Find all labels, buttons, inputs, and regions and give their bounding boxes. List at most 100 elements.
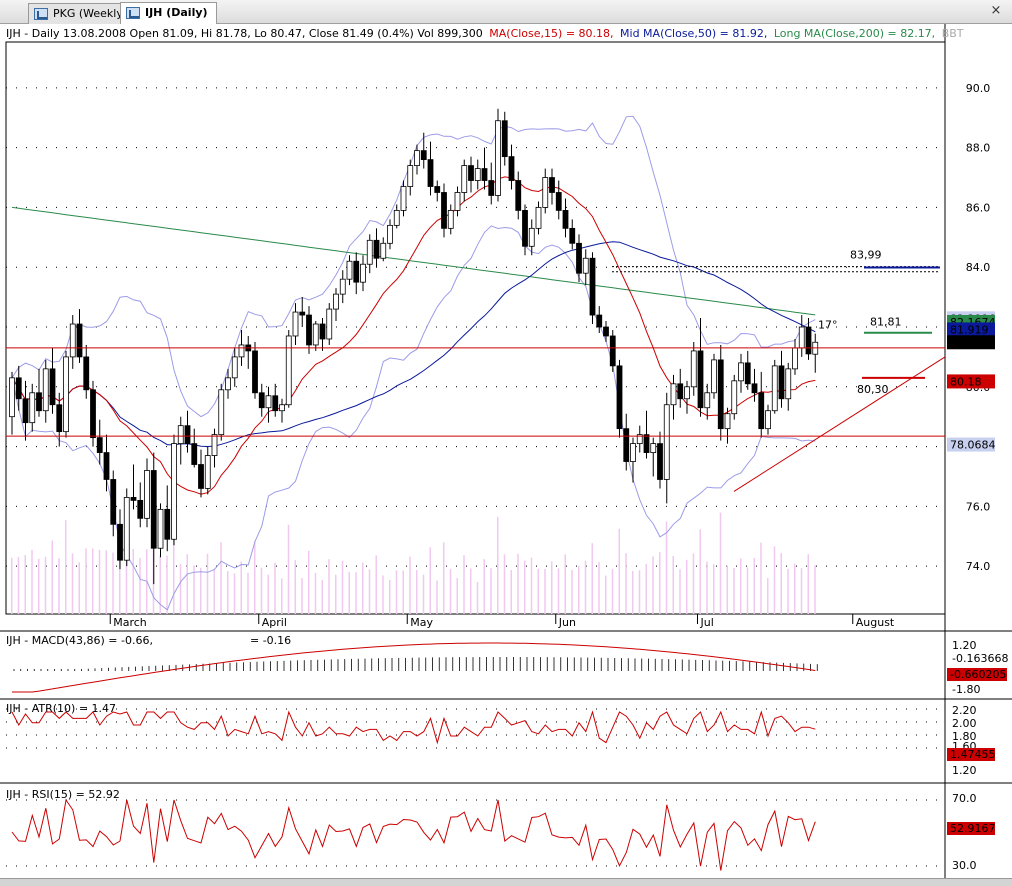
volume-bar: [436, 580, 438, 614]
volume-bar: [341, 560, 344, 614]
candle-body: [83, 356, 90, 391]
volume-bar: [314, 573, 317, 614]
candle-body: [717, 359, 724, 430]
month-label: Jul: [700, 616, 714, 629]
tab-pkg-weekly[interactable]: PKG (Weekly): [28, 3, 137, 24]
candle-body: [420, 150, 427, 160]
annotation-label: 83,99: [850, 248, 882, 261]
candle-body: [177, 425, 184, 444]
chart-icon: [34, 8, 48, 20]
volume-bar: [11, 557, 13, 614]
volume-bar: [652, 556, 654, 614]
volume-bar: [58, 558, 60, 614]
candle-body: [15, 377, 22, 400]
volume-bar: [321, 579, 323, 614]
volume-bar: [85, 548, 87, 614]
volume-bar: [740, 558, 742, 614]
volume-bar: [206, 553, 209, 614]
bottom-scrollbar[interactable]: [0, 878, 1012, 886]
price-tick-label: 74.0: [966, 560, 991, 573]
tab-bar: PKG (Weekly) IJH (Daily) ×: [0, 0, 1012, 25]
volume-bar: [44, 556, 47, 614]
candle-body: [778, 365, 785, 400]
candle-body: [724, 413, 731, 430]
volume-bar: [706, 561, 708, 614]
candle-body: [684, 386, 690, 400]
volume-bar: [24, 555, 26, 614]
candle-body: [164, 508, 171, 540]
annotations: 83,99 81,81 17° 80,30: [6, 248, 946, 492]
volume-bar: [726, 565, 728, 614]
candle-body: [427, 159, 434, 187]
candle-body: [393, 210, 400, 226]
candle-body: [643, 434, 650, 453]
candle-body: [562, 210, 569, 229]
volume-bar: [564, 554, 566, 614]
volume-bar: [38, 558, 40, 614]
price-tick-label: 90.0: [966, 82, 991, 95]
atr-tick: 2.20: [952, 704, 977, 717]
volume-bar: [618, 528, 620, 614]
candle-body: [96, 437, 103, 453]
candle-body: [319, 323, 326, 340]
candle-body: [771, 365, 778, 412]
volume-bar: [220, 542, 222, 614]
tab-ijh-daily[interactable]: IJH (Daily): [120, 2, 217, 25]
header-ma-mid: Mid MA(Close,50) = 81.92,: [620, 27, 767, 40]
volume-bar: [409, 556, 411, 614]
volume-bar: [267, 574, 269, 614]
tab-label: PKG (Weekly): [53, 7, 128, 20]
volume-bar: [814, 565, 816, 614]
month-label: May: [410, 616, 433, 629]
header-ma-short: MA(Close,15) = 80.18,: [489, 27, 613, 40]
volume-bar: [530, 557, 533, 614]
candle-body: [738, 362, 744, 382]
volume-bar: [362, 562, 364, 614]
volume-bar: [483, 559, 485, 614]
volume-bar: [753, 557, 755, 614]
header-ma-long: Long MA(Close,200) = 82.17,: [774, 27, 935, 40]
candle-body: [535, 207, 542, 229]
candle-body: [751, 383, 758, 394]
close-icon[interactable]: ×: [990, 3, 1002, 18]
macd-tag-label: -0.163668: [952, 652, 1008, 665]
candle-body: [670, 383, 677, 406]
atr-tag: [947, 748, 995, 761]
volume-bar: [287, 524, 290, 614]
candle-body: [285, 335, 292, 406]
price-tag: [947, 437, 995, 452]
candle-body: [258, 392, 265, 409]
candle-body: [636, 434, 643, 445]
volume-bar: [112, 552, 114, 614]
candle-body: [69, 323, 76, 358]
volume-bar: [179, 563, 182, 614]
candle-body: [137, 499, 144, 519]
candle-body: [441, 192, 447, 229]
price-tick-label: 86.0: [966, 201, 991, 214]
candle-body: [549, 177, 555, 193]
candle-body: [798, 326, 805, 349]
candle-body: [366, 239, 373, 265]
candle-body: [495, 120, 501, 196]
volume-bar: [173, 508, 175, 614]
volume-bar: [807, 554, 809, 614]
volume-bar: [422, 574, 425, 614]
candle-body: [56, 404, 63, 433]
volume-bar: [213, 569, 215, 614]
atr-tag-label: 1.47455: [950, 748, 996, 761]
candle-body: [731, 380, 738, 415]
candle-body: [238, 344, 245, 358]
rsi-line: [11, 798, 816, 871]
volume-bar: [193, 565, 195, 614]
trend-line: [733, 356, 946, 492]
grid-lines: [0, 24, 1012, 878]
volume-bar: [254, 541, 256, 614]
volume-bar: [544, 569, 546, 614]
volume-bar: [773, 546, 776, 614]
volume-bar: [524, 560, 526, 614]
volume-bar: [591, 543, 593, 614]
candle-body: [690, 350, 697, 388]
volume-bar: [328, 559, 330, 614]
